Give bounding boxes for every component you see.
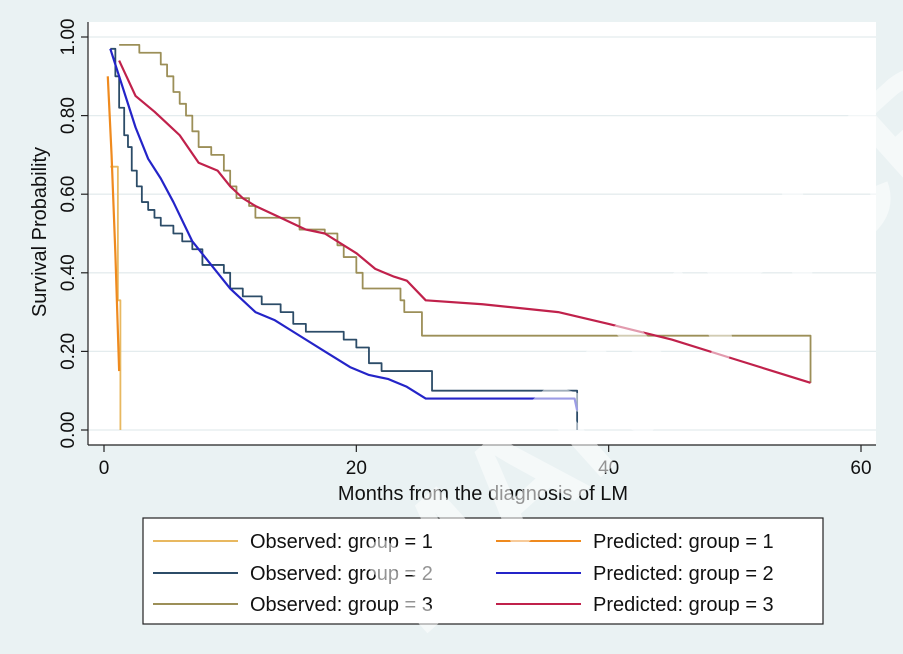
y-tick-label: 0.20 [58, 333, 79, 370]
series-line-5 [119, 43, 812, 383]
series-line-6 [118, 60, 811, 384]
legend-label-3: Observed: group = 2 [250, 563, 433, 585]
legend-label-1: Observed: group = 1 [250, 531, 433, 553]
y-tick-label: 0.80 [58, 97, 79, 134]
legend-label-2: Predicted: group = 1 [593, 531, 774, 553]
y-tick-label: 0.40 [58, 254, 79, 291]
series-line-3 [110, 47, 579, 430]
y-tick-label: 0.60 [58, 176, 79, 213]
y-tick-label: 0.00 [58, 412, 79, 449]
y-tick-label: 1.00 [58, 19, 79, 56]
axes: 0.00 0.20 0.40 0.60 0.80 1.00 0 20 40 60 [58, 19, 876, 479]
series-lines [106, 43, 812, 430]
legend-label-5: Observed: group = 3 [250, 594, 433, 616]
series-line-4 [109, 48, 579, 411]
grid-lines [88, 36, 876, 431]
legend-label-6: Predicted: group = 3 [593, 594, 774, 616]
x-tick-label: 60 [850, 458, 871, 479]
y-axis-title: Survival Probability [29, 147, 51, 317]
legend-box [142, 517, 824, 625]
x-tick-label: 40 [598, 458, 619, 479]
legend: Observed: group = 1 Predicted: group = 1 O… [142, 517, 824, 625]
legend-label-4: Predicted: group = 2 [593, 563, 774, 585]
series-line-2 [106, 76, 121, 372]
plot-area [88, 22, 876, 445]
x-tick-label: 0 [99, 458, 110, 479]
x-axis-title: Months from the diagnosis of LM [338, 483, 628, 505]
x-tick-label: 20 [346, 458, 367, 479]
